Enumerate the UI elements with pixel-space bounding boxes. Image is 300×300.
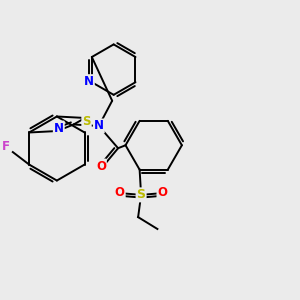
Text: N: N (94, 119, 104, 133)
Text: O: O (96, 160, 106, 172)
Text: N: N (84, 75, 94, 88)
Text: N: N (54, 122, 64, 135)
Text: F: F (2, 140, 9, 153)
Text: O: O (158, 186, 167, 199)
Text: S: S (82, 115, 91, 128)
Text: O: O (115, 186, 125, 199)
Text: S: S (136, 188, 146, 201)
